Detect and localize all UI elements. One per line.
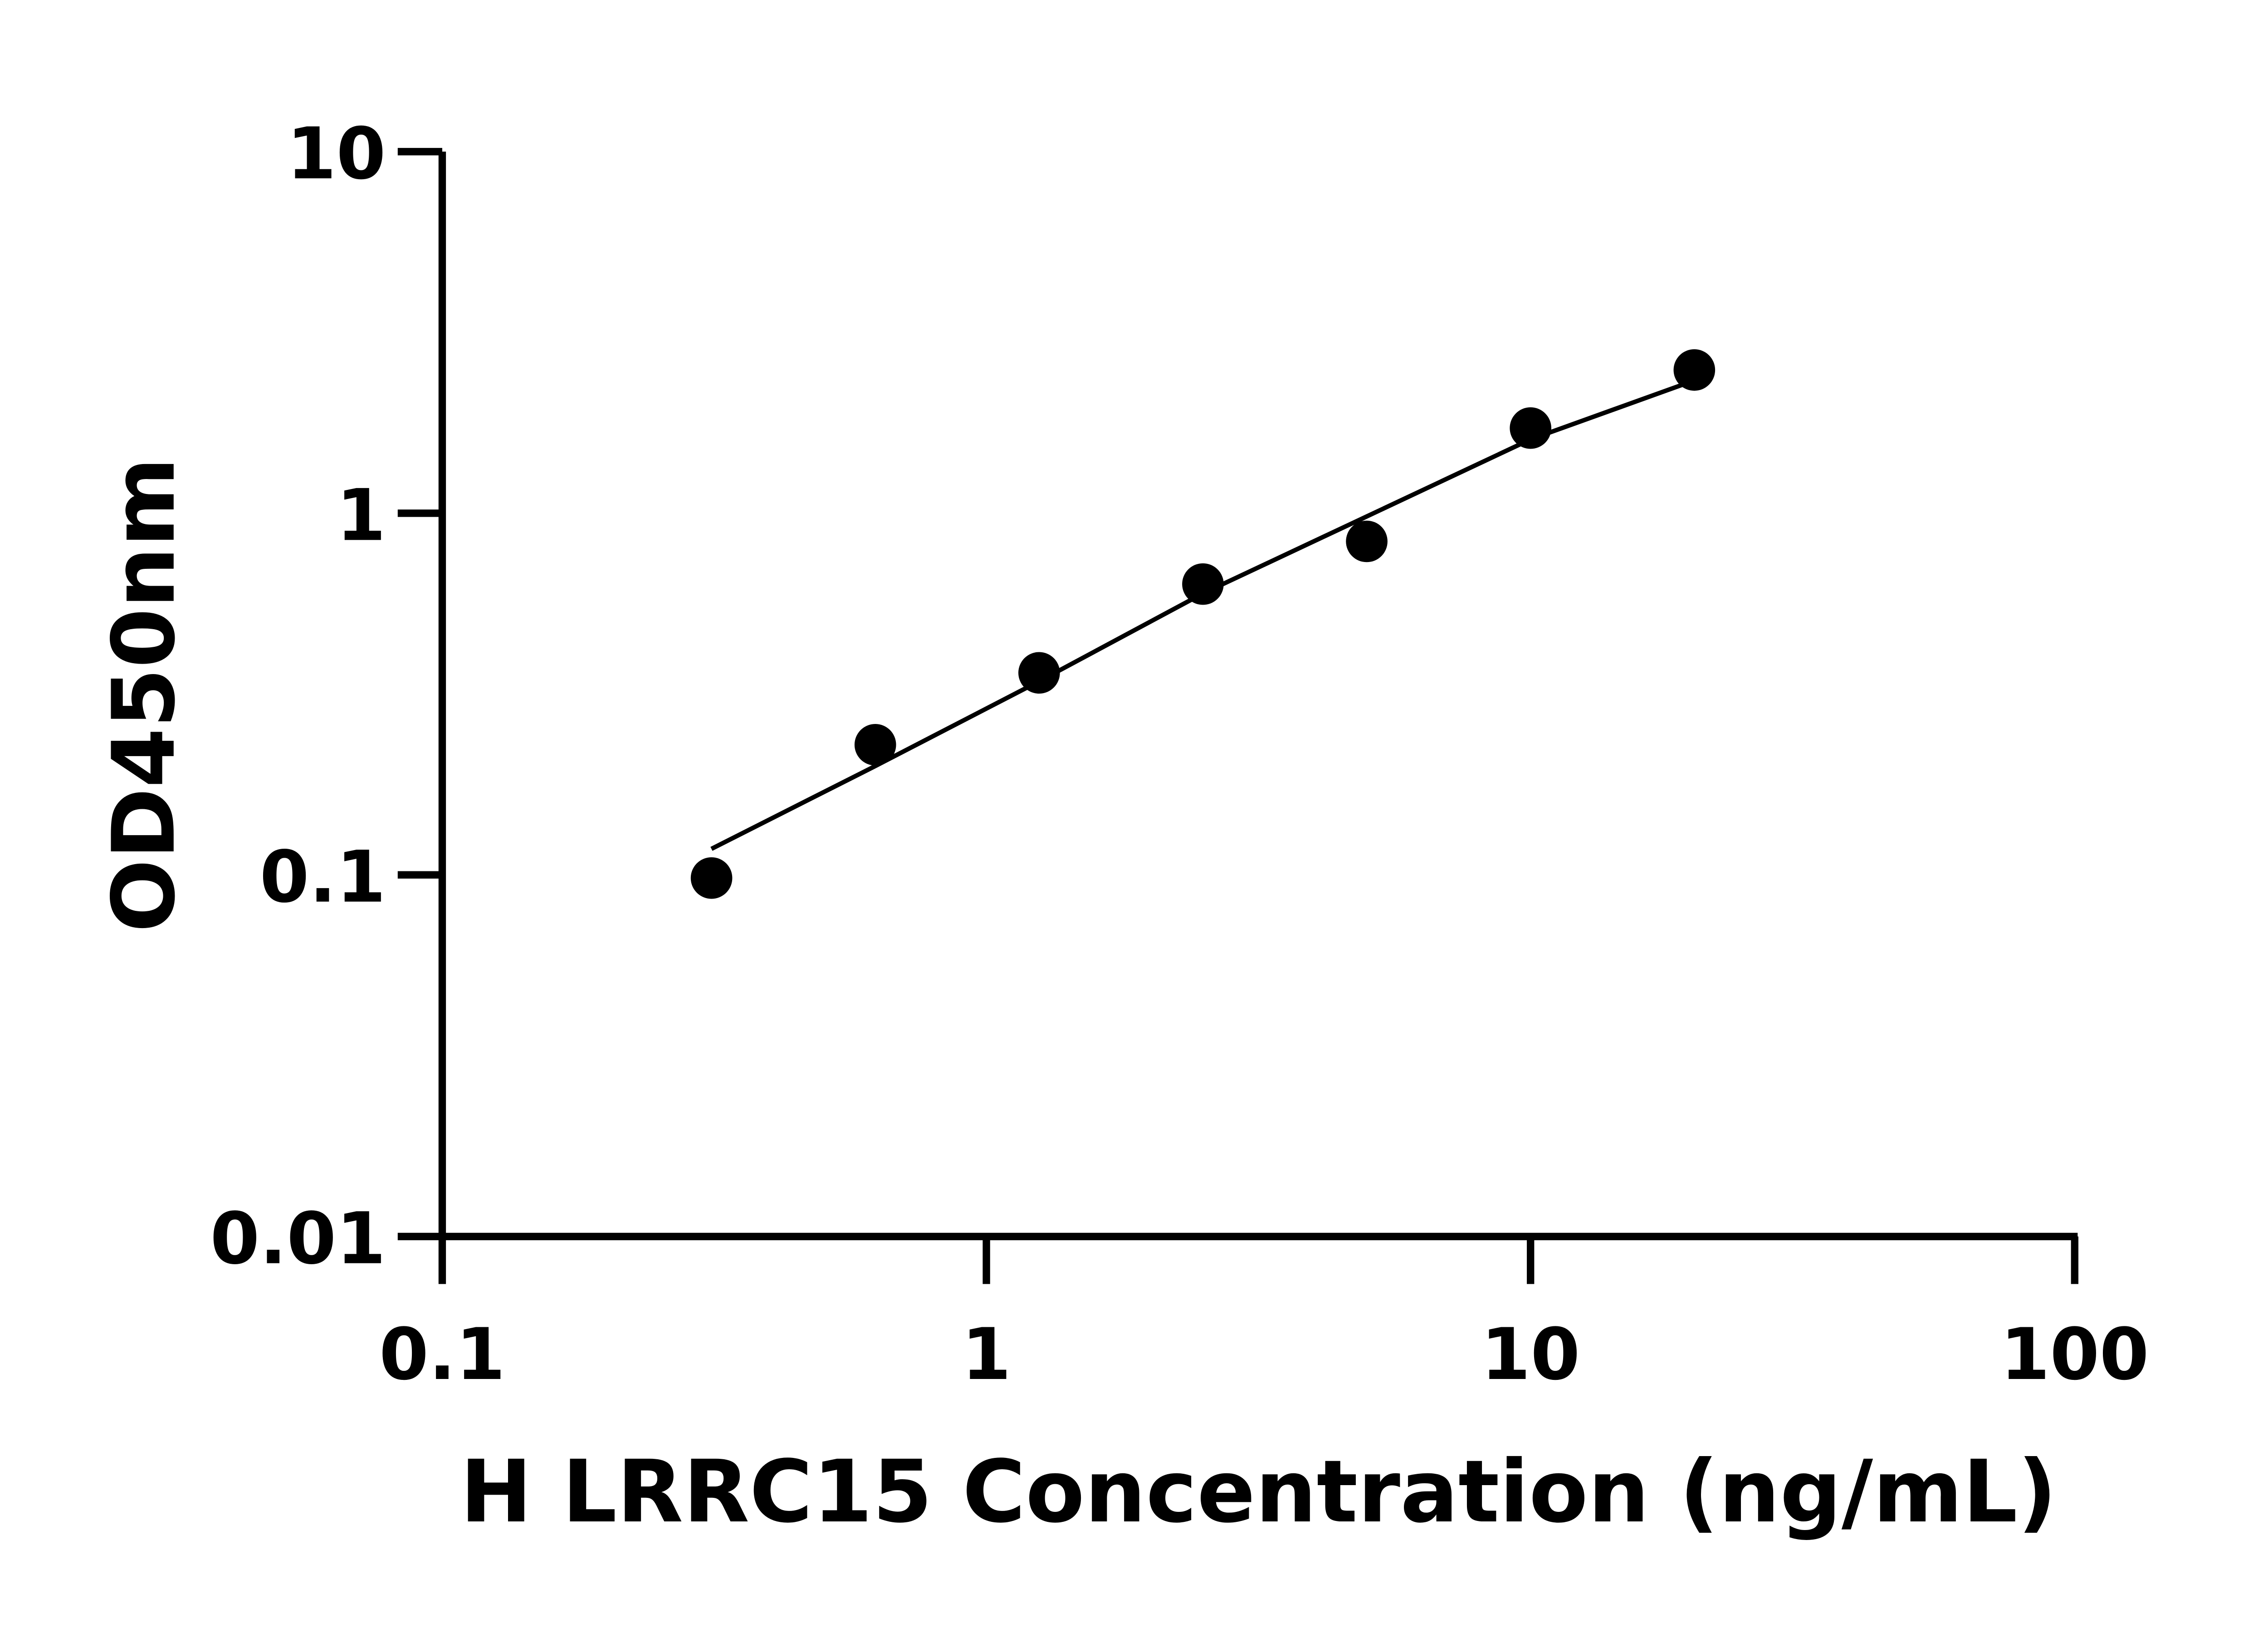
y-tick-label: 0.1 [259, 836, 386, 919]
fit-curve [710, 378, 1695, 851]
data-point [1673, 349, 1716, 391]
y-tick-label: 0.01 [210, 1198, 386, 1281]
x-tick-label: 100 [2000, 1313, 2149, 1396]
x-tick-label: 0.1 [379, 1313, 505, 1396]
data-point [854, 724, 896, 766]
x-tick-label: 10 [1481, 1313, 1580, 1396]
data-marks [690, 349, 1716, 899]
x-tick-label: 1 [962, 1313, 1011, 1396]
y-tick-label: 1 [336, 474, 386, 557]
data-point [1182, 563, 1224, 605]
x-axis-label: H LRRC15 Concentration (ng/mL) [460, 1442, 2057, 1542]
data-point [1510, 407, 1552, 449]
data-point [1346, 520, 1388, 562]
data-point [690, 857, 733, 899]
data-point [1018, 652, 1060, 694]
axes [397, 148, 2078, 1284]
tick-labels: 0.01 0.1 1 10 0.1 1 10 100 [210, 112, 2149, 1396]
y-tick-label: 10 [287, 112, 386, 196]
y-axis-label: OD450nm [94, 457, 194, 933]
